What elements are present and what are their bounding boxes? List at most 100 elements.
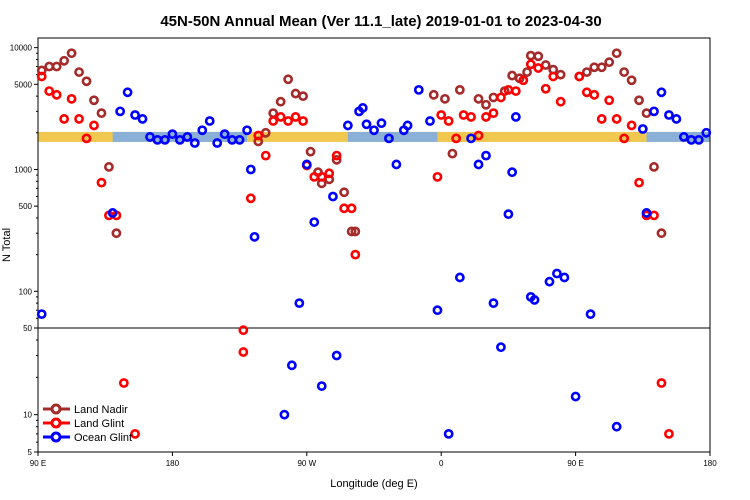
data-point <box>238 347 249 357</box>
legend-marker-land-nadir <box>50 403 62 415</box>
data-point <box>331 350 342 361</box>
data-point <box>555 69 566 80</box>
y-tick-label: 1000 <box>14 165 32 174</box>
data-point <box>581 87 592 98</box>
data-point <box>283 74 294 85</box>
y-tick-label: 5 <box>28 448 33 457</box>
data-point <box>391 159 402 170</box>
data-point <box>671 114 682 124</box>
data-point <box>454 84 465 95</box>
data-point <box>44 61 55 72</box>
data-point <box>279 409 290 420</box>
data-point <box>525 59 536 70</box>
data-point <box>402 120 413 131</box>
data-point <box>540 83 551 94</box>
data-point <box>36 309 47 320</box>
data-point <box>570 391 581 402</box>
data-point <box>649 106 659 117</box>
data-point <box>481 150 491 161</box>
data-point <box>219 129 230 140</box>
legend: Land Nadir Land Glint Ocean Glint <box>43 403 132 444</box>
data-point <box>619 133 630 144</box>
x-tick-label: 90 E <box>567 459 583 468</box>
data-point <box>242 125 252 136</box>
data-point <box>122 87 133 98</box>
data-point <box>350 226 361 237</box>
data-point <box>432 305 443 316</box>
data-point <box>36 71 47 82</box>
band-ocean-segment <box>646 131 710 142</box>
data-point <box>290 112 301 122</box>
data-point <box>204 116 215 126</box>
data-point <box>346 203 357 214</box>
legend-marker-land-glint <box>50 417 62 429</box>
data-point <box>555 96 566 107</box>
data-point <box>51 61 62 72</box>
data-point <box>626 120 637 131</box>
data-point <box>589 89 600 100</box>
data-point <box>66 48 77 59</box>
data-point <box>59 114 70 124</box>
data-point <box>425 116 435 126</box>
legend-label-land-glint: Land Glint <box>74 418 124 430</box>
x-tick-label: 180 <box>703 459 717 468</box>
data-point <box>212 138 223 148</box>
data-point <box>488 92 499 103</box>
data-point <box>649 162 659 172</box>
data-point <box>376 118 387 129</box>
data-point <box>637 124 648 134</box>
data-point <box>238 325 249 336</box>
data-point <box>301 159 312 170</box>
data-point <box>245 164 256 175</box>
data-point <box>89 95 99 106</box>
data-point <box>89 120 99 131</box>
upper-panel-frame <box>37 37 711 329</box>
data-point <box>507 167 518 178</box>
data-point <box>130 110 140 120</box>
x-axis-label: Longitude (deg E) <box>330 478 417 490</box>
data-point <box>488 108 499 119</box>
series-ocean-glint <box>36 84 712 439</box>
data-point <box>160 134 170 145</box>
data-point <box>189 138 200 148</box>
data-point <box>249 231 260 242</box>
data-point <box>309 217 320 227</box>
data-point <box>540 60 551 70</box>
data-point <box>544 276 555 287</box>
data-point <box>294 298 305 309</box>
data-point <box>559 272 570 283</box>
data-point <box>664 110 674 120</box>
data-point <box>589 62 600 73</box>
data-point <box>634 95 644 106</box>
data-point <box>298 91 308 102</box>
data-point <box>507 70 518 81</box>
x-tick-label: 90 E <box>30 459 46 468</box>
data-point <box>342 120 353 131</box>
data-point <box>268 116 279 126</box>
data-point <box>604 95 615 106</box>
data-point <box>488 298 499 309</box>
data-point <box>275 96 286 107</box>
data-point <box>611 421 622 432</box>
data-point <box>529 295 540 305</box>
data-point <box>451 133 462 144</box>
data-point <box>107 208 118 218</box>
data-point <box>458 110 469 120</box>
series-land-glint <box>36 59 674 439</box>
y-tick-label: 5000 <box>14 80 32 89</box>
data-point <box>298 116 308 126</box>
legend-marker-ocean-glint <box>50 431 62 443</box>
data-point <box>585 309 596 320</box>
data-point <box>481 112 491 122</box>
data-point <box>234 134 245 145</box>
data-point <box>443 116 454 126</box>
chart-title: 45N-50N Annual Mean (Ver 11.1_late) 2019… <box>160 13 601 30</box>
data-point <box>522 67 532 77</box>
data-point <box>309 171 320 182</box>
data-point <box>361 119 372 130</box>
data-point <box>436 110 447 120</box>
data-point <box>253 130 264 141</box>
data-point <box>357 103 368 113</box>
data-point <box>74 114 84 124</box>
